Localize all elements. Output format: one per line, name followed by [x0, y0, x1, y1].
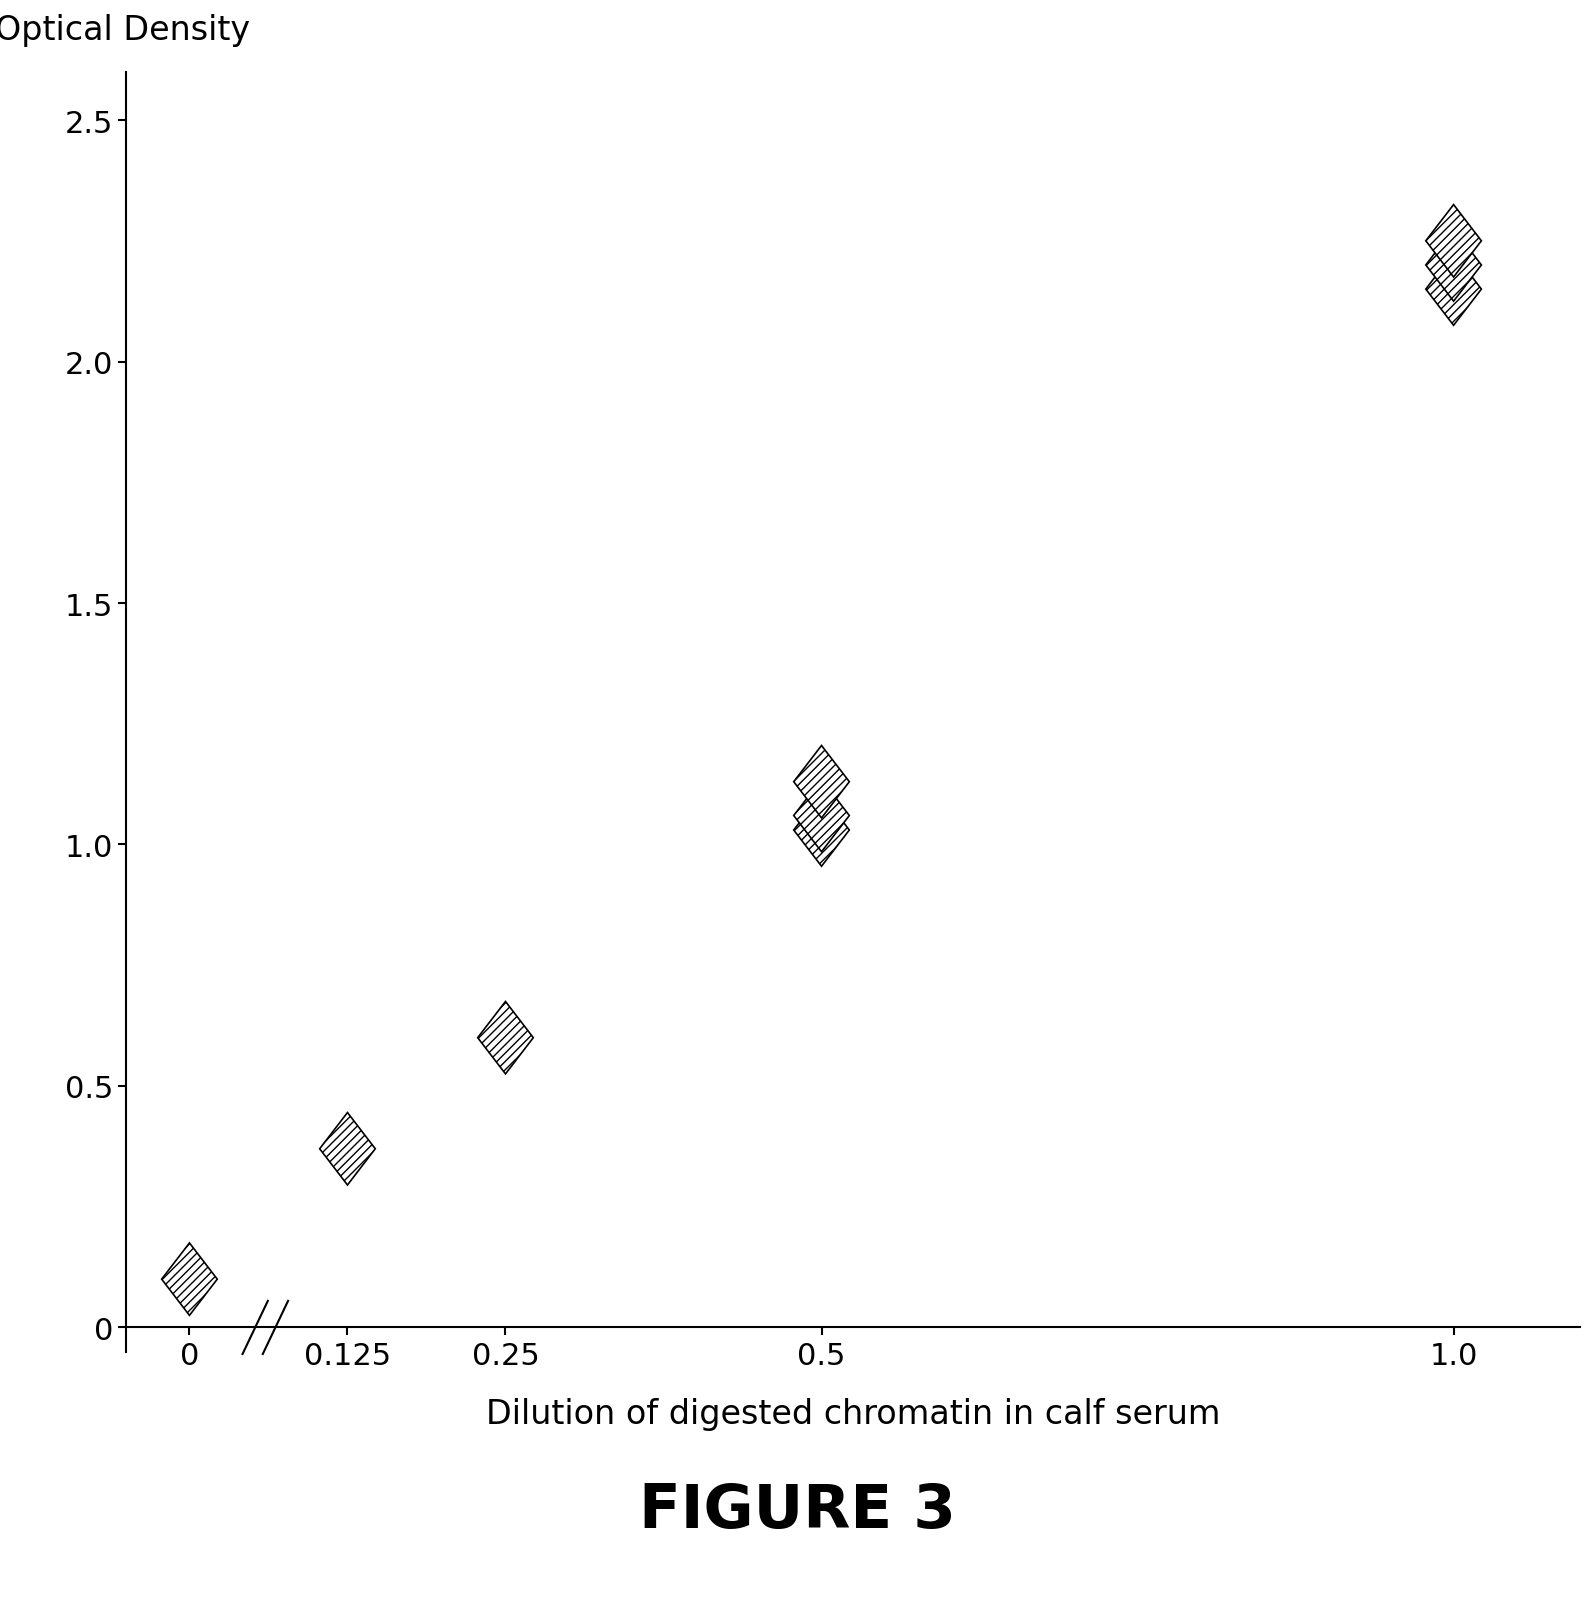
- Polygon shape: [794, 746, 849, 818]
- Polygon shape: [794, 794, 849, 866]
- Polygon shape: [1426, 230, 1482, 302]
- Polygon shape: [161, 1244, 217, 1316]
- Polygon shape: [1426, 206, 1482, 278]
- Polygon shape: [794, 779, 849, 852]
- Polygon shape: [319, 1112, 375, 1186]
- Polygon shape: [1426, 254, 1482, 326]
- Text: FIGURE 3: FIGURE 3: [640, 1482, 955, 1540]
- Polygon shape: [477, 1001, 533, 1073]
- X-axis label: Dilution of digested chromatin in calf serum: Dilution of digested chromatin in calf s…: [486, 1398, 1220, 1430]
- Text: Optical Density: Optical Density: [0, 14, 250, 47]
